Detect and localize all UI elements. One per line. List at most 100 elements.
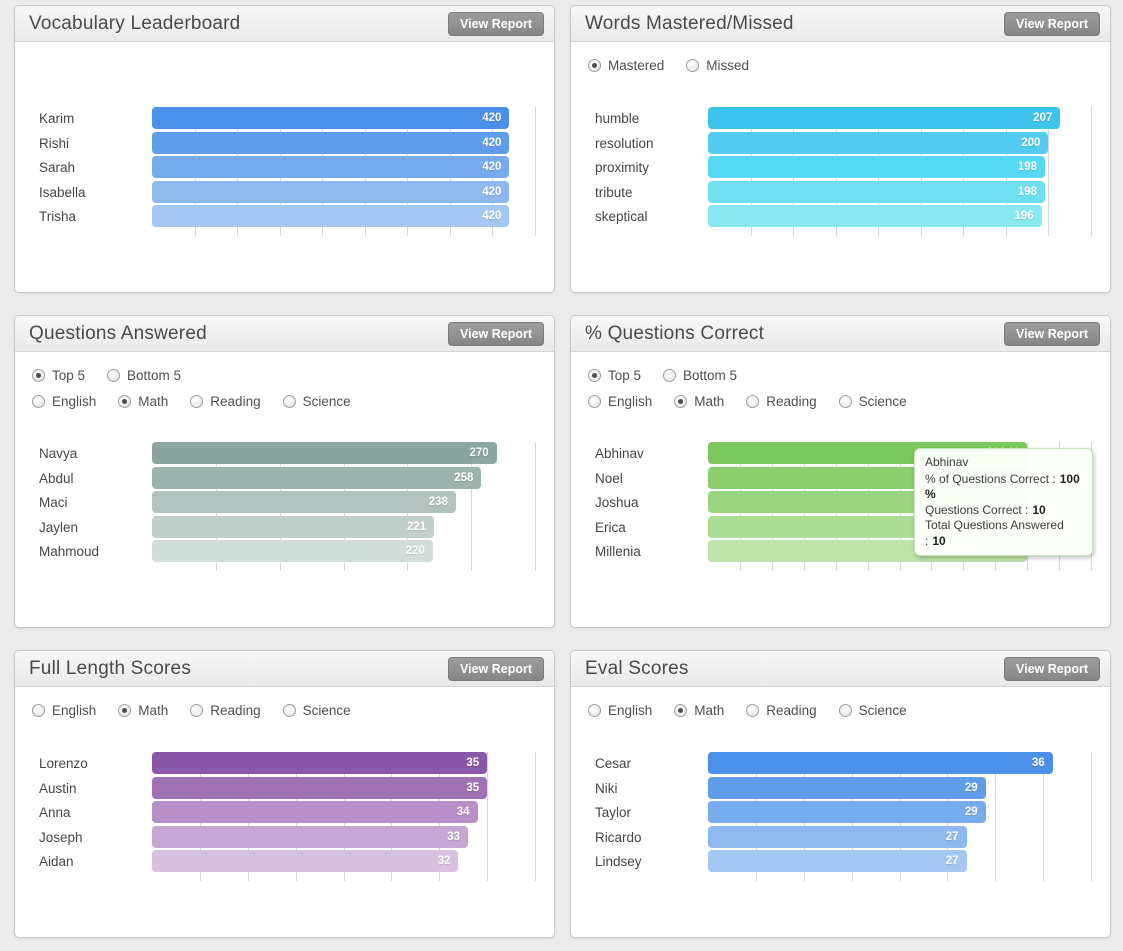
panel-words-mastered-missed: Words Mastered/Missed View Report Master…: [570, 5, 1111, 293]
panel-header: Eval Scores View Report: [571, 651, 1110, 687]
bar-cesar[interactable]: 36: [708, 752, 1053, 774]
tooltip-row: Total Questions Answered :10: [925, 518, 1082, 549]
radio-option-reading[interactable]: Reading: [746, 703, 817, 718]
bar-row: 420: [152, 205, 535, 230]
bar-tribute[interactable]: 198: [708, 180, 1046, 203]
radio-label: Reading: [210, 393, 261, 409]
bar-row: 258: [152, 466, 535, 492]
bar-rishi[interactable]: 420: [152, 131, 510, 154]
radio-option-top-5[interactable]: Top 5: [32, 368, 85, 383]
bar-abdul[interactable]: 258: [152, 466, 482, 489]
bar-ricardo[interactable]: 27: [708, 825, 967, 848]
bar-row: 198: [708, 156, 1091, 181]
view-report-button[interactable]: View Report: [1003, 656, 1100, 681]
bar-row: 420: [152, 131, 535, 157]
bar-value-label: 220: [405, 545, 425, 557]
radio-label: Top 5: [608, 367, 642, 383]
bar-mahmoud[interactable]: 220: [152, 540, 433, 562]
panel-title: Vocabulary Leaderboard: [29, 12, 241, 34]
radio-option-reading[interactable]: Reading: [746, 394, 817, 409]
radio-option-math[interactable]: Math: [118, 394, 168, 409]
bar-lindsey[interactable]: 27: [708, 850, 967, 872]
panel-title: Questions Answered: [29, 322, 207, 344]
bar-proximity[interactable]: 198: [708, 156, 1046, 178]
radio-option-bottom-5[interactable]: Bottom 5: [663, 368, 737, 383]
bar-row: 34: [152, 801, 535, 826]
radio-option-reading[interactable]: Reading: [190, 703, 261, 718]
bar-karim[interactable]: 420: [152, 107, 510, 129]
radio-option-mastered[interactable]: Mastered: [588, 58, 664, 73]
category-label: Lorenzo: [39, 756, 88, 771]
radio-option-math[interactable]: Math: [674, 703, 724, 718]
bar-skeptical[interactable]: 196: [708, 205, 1042, 227]
view-report-button[interactable]: View Report: [447, 656, 544, 681]
panel-vocabulary-leaderboard: Vocabulary Leaderboard View Report Karim…: [14, 5, 555, 293]
radio-option-english[interactable]: English: [32, 394, 96, 409]
bar-row: 32: [152, 850, 535, 875]
radio-option-science[interactable]: Science: [282, 703, 351, 718]
bar-sarah[interactable]: 420: [152, 156, 510, 178]
bar-chart: Cesar Niki Taylor Ricardo Lindsey 36 29 29 27 27: [595, 752, 1092, 881]
panel-header: Full Length Scores View Report: [15, 651, 554, 687]
view-report-button[interactable]: View Report: [447, 11, 544, 36]
bar-navya[interactable]: 270: [152, 442, 497, 464]
radio-unselected-icon: [190, 703, 204, 717]
bar-humble[interactable]: 207: [708, 107, 1061, 129]
bar-lorenzo[interactable]: 35: [152, 752, 488, 774]
bar-row: 221: [152, 515, 535, 541]
panel-header: Vocabulary Leaderboard View Report: [15, 6, 554, 42]
category-labels: humble resolution proximity tribute skeptica…: [595, 107, 708, 236]
radio-option-science[interactable]: Science: [838, 394, 907, 409]
view-report-button[interactable]: View Report: [447, 321, 544, 346]
bar-value-label: 29: [964, 806, 978, 818]
radio-unselected-icon: [190, 394, 204, 408]
gridline: [1091, 107, 1092, 236]
category-label: Maci: [39, 495, 68, 510]
radio-unselected-icon: [107, 368, 121, 382]
bar-taylor[interactable]: 29: [708, 801, 986, 823]
category-label: Joshua: [595, 495, 639, 510]
radio-option-math[interactable]: Math: [118, 703, 168, 718]
bar-jaylen[interactable]: 221: [152, 515, 435, 538]
radio-option-math[interactable]: Math: [674, 394, 724, 409]
radio-option-english[interactable]: English: [32, 703, 96, 718]
bar-maci[interactable]: 238: [152, 491, 456, 513]
category-label: Sarah: [39, 160, 76, 175]
bar-austin[interactable]: 35: [152, 776, 488, 799]
radio-label: Top 5: [52, 367, 86, 383]
radio-option-top-5[interactable]: Top 5: [588, 368, 641, 383]
category-label: Lindsey: [595, 854, 642, 869]
radio-unselected-icon: [32, 703, 45, 717]
radio-option-english[interactable]: English: [588, 394, 652, 409]
bar-resolution[interactable]: 200: [708, 131, 1049, 154]
radio-option-science[interactable]: Science: [838, 703, 907, 718]
view-report-button[interactable]: View Report: [1003, 321, 1100, 346]
radio-group: English Math Reading Science: [32, 697, 373, 723]
panel-percent-questions-correct: % Questions Correct View Report Top 5 Bot…: [570, 315, 1111, 628]
category-label: Cesar: [595, 756, 632, 771]
view-report-button[interactable]: View Report: [1003, 11, 1100, 36]
radio-dot: [36, 372, 41, 378]
radio-label: Bottom 5: [127, 367, 182, 383]
radio-option-reading[interactable]: Reading: [190, 393, 261, 409]
radio-option-missed[interactable]: Missed: [686, 58, 749, 73]
bar-anna[interactable]: 34: [152, 801, 478, 823]
category-label: Joseph: [39, 829, 83, 845]
bar-aidan[interactable]: 32: [152, 850, 459, 872]
radio-option-science[interactable]: Science: [282, 394, 351, 409]
bar-trisha[interactable]: 420: [152, 205, 510, 227]
tooltip-label: Questions Correct :: [925, 502, 1029, 517]
bar-niki[interactable]: 29: [708, 776, 986, 799]
radio-unselected-icon: [746, 703, 760, 717]
bar-isabella[interactable]: 420: [152, 180, 510, 203]
bar-row: 200: [708, 131, 1091, 157]
radio-option-english[interactable]: English: [588, 703, 652, 718]
bar-value-label: 207: [1033, 112, 1053, 124]
gridline: [487, 752, 489, 881]
category-label: Trisha: [39, 209, 77, 224]
radio-option-bottom-5[interactable]: Bottom 5: [107, 368, 181, 383]
radio-dot: [592, 62, 597, 68]
radio-label: Mastered: [608, 57, 665, 73]
category-labels: Lorenzo Austin Anna Joseph Aidan: [39, 752, 152, 881]
bar-joseph[interactable]: 33: [152, 825, 468, 848]
